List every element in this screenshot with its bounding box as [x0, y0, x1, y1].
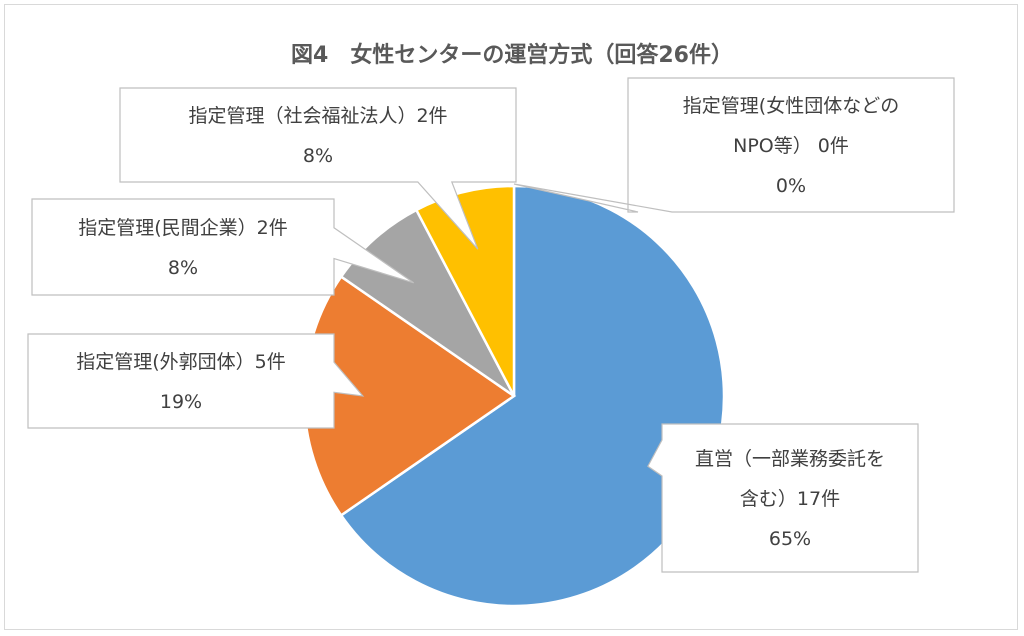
data-label-text: 指定管理（社会福祉法人）2件	[188, 105, 447, 127]
pie-slice-2	[339, 208, 516, 398]
pie-slices	[302, 184, 726, 608]
data-label-text: 0%	[776, 175, 806, 197]
callout-box-3	[119, 87, 517, 250]
data-label-text: 指定管理(女性団体などの	[683, 95, 899, 117]
chart-title: 図4 女性センターの運営方式（回答26件）	[291, 42, 733, 68]
data-label-text: 直営（一部業務委託を	[695, 448, 885, 470]
data-label-text: NPO等） 0件	[733, 135, 849, 157]
data-label-3: 指定管理（社会福祉法人）2件 8%	[119, 87, 517, 250]
data-label-text: 指定管理(民間企業）2件	[78, 217, 288, 239]
data-label-text: 8%	[303, 145, 333, 167]
callout-box-4	[513, 77, 955, 213]
pie-slice-3	[414, 184, 516, 397]
data-label-2: 指定管理(民間企業）2件 8%	[31, 198, 415, 296]
data-label-text: 65%	[769, 528, 811, 550]
data-label-4: 指定管理(女性団体などの NPO等） 0件 0%	[513, 77, 955, 213]
data-label-text: 19%	[160, 391, 202, 413]
data-label-text: 含む）17件	[740, 488, 840, 510]
data-label-text: 指定管理(外郭団体）5件	[76, 351, 286, 373]
callout-box-1	[27, 333, 365, 429]
data-label-1: 指定管理(外郭団体）5件 19%	[27, 333, 365, 429]
callout-box-0	[647, 423, 919, 573]
data-label-text: 8%	[168, 257, 198, 279]
callout-box-2	[31, 198, 415, 296]
